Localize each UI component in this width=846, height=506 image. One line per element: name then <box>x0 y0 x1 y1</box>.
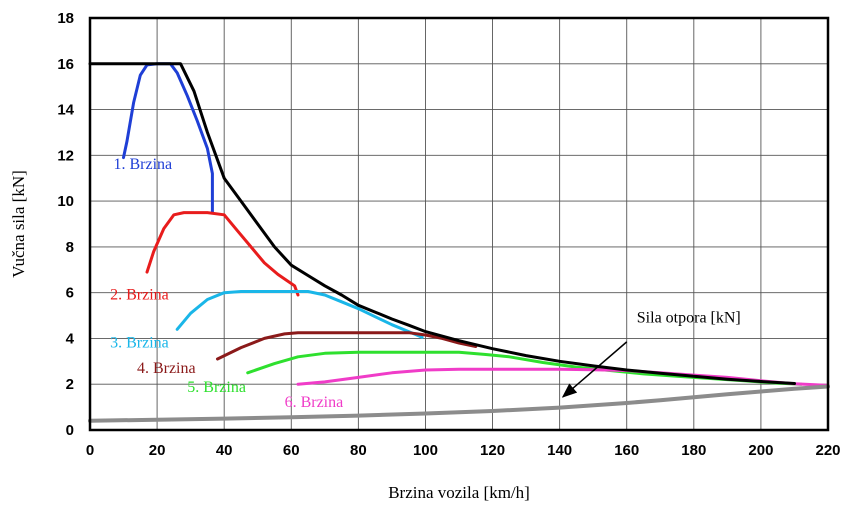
x-tick-label: 60 <box>283 442 300 459</box>
plot-frame <box>88 16 830 432</box>
series-line-2-brzina <box>145 211 300 297</box>
annotation-layer: Sila otpora [kN] <box>561 309 741 398</box>
y-tick-label: 0 <box>66 422 74 439</box>
x-tick-label: 80 <box>350 442 367 459</box>
curve-label: 6. Brzina <box>285 394 344 411</box>
y-tick-label: 14 <box>57 102 74 119</box>
y-tick-label: 10 <box>57 193 74 210</box>
series-layer: 1. Brzina 2. Brzina 3. Brzina 4. Brzina 5. B… <box>88 62 830 423</box>
series-line-1-brzina <box>122 62 214 215</box>
x-tick-label: 100 <box>413 442 438 459</box>
y-tick-label: 6 <box>66 285 74 302</box>
series-line-3-brzina <box>175 290 424 339</box>
y-tick-label: 18 <box>57 10 74 27</box>
curve-label: 5. Brzina <box>187 379 246 396</box>
x-tick-label: 180 <box>681 442 706 459</box>
curve-label: 2. Brzina <box>110 287 169 304</box>
y-tick-label: 8 <box>66 239 74 256</box>
series-line-4-brzina <box>216 331 478 361</box>
y-tick-label: 16 <box>57 56 74 73</box>
y-tick-label: 4 <box>66 330 75 347</box>
x-tick-label: 0 <box>86 442 94 459</box>
x-axis-title: Brzina vozila [km/h] <box>388 483 530 502</box>
resistance-annotation-label: Sila otpora [kN] <box>637 309 741 326</box>
curve-label: 3. Brzina <box>110 335 169 352</box>
y-tick-label: 2 <box>66 376 74 393</box>
y-axis-title: Vučna sila [kN] <box>9 170 28 278</box>
y-tick-label: 12 <box>57 147 74 164</box>
x-tick-label: 220 <box>815 442 840 459</box>
x-tick-label: 20 <box>149 442 166 459</box>
series-line-sila-otpora-kn <box>88 384 830 423</box>
curve-label: 1. Brzina <box>113 156 172 173</box>
curve-label: 4. Brzina <box>137 360 196 377</box>
series-line-6-brzina <box>296 367 830 387</box>
y-tick-labels: 0 2 4 6 8 10 12 14 16 18 <box>57 10 74 439</box>
envelope-line <box>88 62 796 385</box>
annotation-arrow <box>561 341 628 398</box>
x-tick-label: 120 <box>480 442 505 459</box>
x-tick-label: 40 <box>216 442 233 459</box>
x-tick-label: 140 <box>547 442 572 459</box>
x-tick-labels: 0 20 40 60 80 100 120 140 160 180 200 220 <box>86 442 841 459</box>
x-tick-label: 160 <box>614 442 639 459</box>
x-tick-label: 200 <box>748 442 773 459</box>
